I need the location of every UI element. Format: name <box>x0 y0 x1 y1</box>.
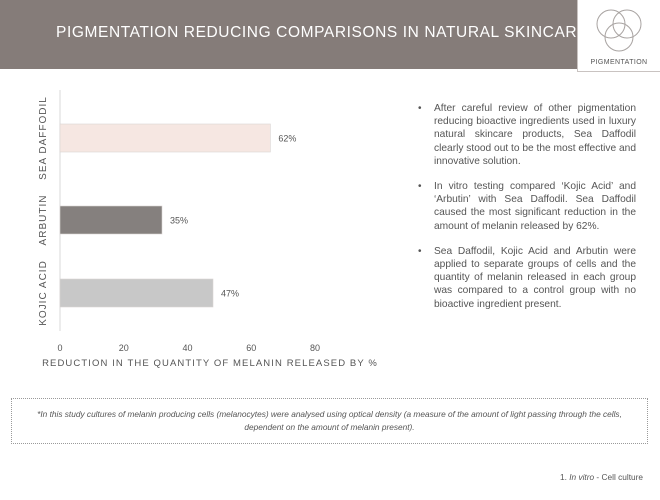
venn-logo-icon <box>596 9 642 52</box>
data-label: 47% <box>221 289 239 299</box>
data-label: 62% <box>278 134 296 144</box>
category-label: KOJIC ACID <box>38 260 49 326</box>
x-tick-label: 60 <box>246 343 256 353</box>
bullet-text: Sea Daffodil, Kojic Acid and Arbutin wer… <box>434 245 636 310</box>
bar <box>59 205 163 235</box>
footnote-box: *In this study cultures of melanin produ… <box>11 398 648 444</box>
bullet-dot-icon: • <box>418 181 422 193</box>
x-tick-label: 40 <box>182 343 192 353</box>
footnote-text: *In this study cultures of melanin produ… <box>37 408 622 433</box>
category-label: SEA DAFFODIL <box>38 96 49 180</box>
x-tick-label: 0 <box>57 343 62 353</box>
logo-box: PIGMENTATION <box>577 0 660 72</box>
reference-rest: - Cell culture <box>594 472 643 482</box>
header-banner: PIGMENTATION REDUCING COMPARISONS IN NAT… <box>0 0 660 69</box>
x-axis-title: REDUCTION IN THE QUANTITY OF MELANIN REL… <box>42 358 378 369</box>
bullet-text: In vitro testing compared ‘Kojic Acid’ a… <box>434 181 636 232</box>
reference-note: 1. In vitro - Cell culture <box>560 472 643 482</box>
bullet-text: After careful review of other pigmentati… <box>434 103 636 167</box>
reference-italic: In vitro <box>569 472 595 482</box>
bar <box>59 123 271 153</box>
bullet-dot-icon: • <box>418 103 422 114</box>
data-label: 35% <box>170 216 188 226</box>
page-title: PIGMENTATION REDUCING COMPARISONS IN NAT… <box>56 24 589 41</box>
reference-number: 1. <box>559 472 567 482</box>
bullet-list: • After careful review of other pigmenta… <box>418 102 636 323</box>
melanin-reduction-chart: 0 20 40 60 80 62% SEA DAFFODIL 35% ARBUTIN 47% KOJ… <box>38 90 320 353</box>
bar <box>59 278 214 308</box>
bullet-item: • After careful review of other pigmenta… <box>418 102 636 168</box>
logo-label: PIGMENTATION <box>590 59 648 66</box>
bullet-item: • In vitro testing compared ‘Kojic Acid’… <box>418 180 636 233</box>
x-tick-label: 80 <box>310 343 320 353</box>
category-label: ARBUTIN <box>38 195 49 246</box>
bullet-item: • Sea Daffodil, Kojic Acid and Arbutin w… <box>418 245 636 311</box>
bullet-dot-icon: • <box>418 245 422 257</box>
x-tick-label: 20 <box>119 343 129 353</box>
